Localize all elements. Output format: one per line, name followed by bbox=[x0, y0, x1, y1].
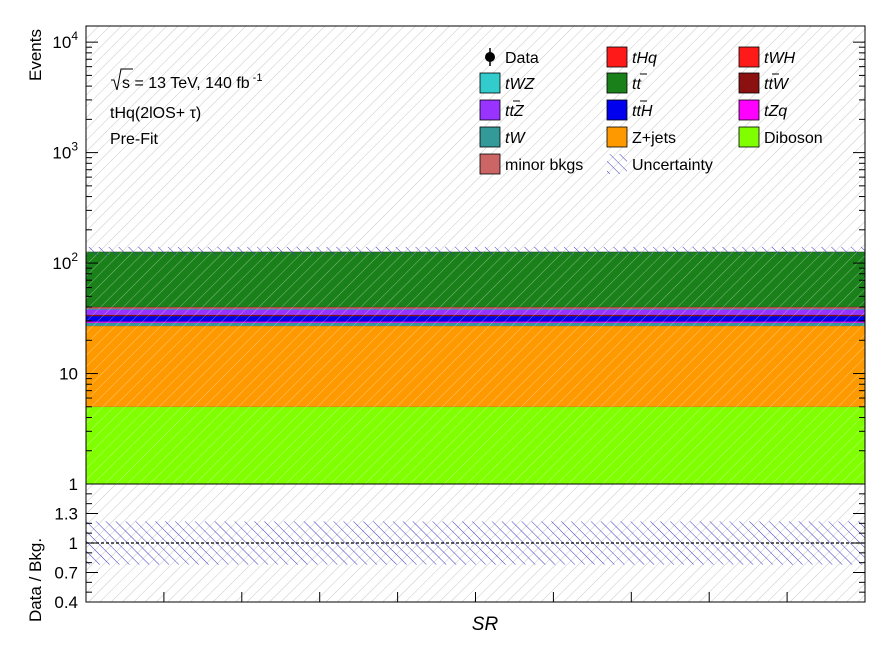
y-tick-label: 10 bbox=[59, 365, 78, 384]
legend-swatch bbox=[606, 72, 628, 94]
legend-entry-diboson: Diboson bbox=[738, 126, 823, 148]
legend-swatch bbox=[738, 72, 760, 94]
fit-stage-label: Pre-Fit bbox=[110, 131, 159, 148]
legend-swatch bbox=[606, 126, 628, 148]
legend-entry-thq: tHq bbox=[606, 46, 657, 68]
legend-entry-tt: tt bbox=[606, 72, 647, 94]
legend-entry-ttw: ttW bbox=[738, 72, 790, 94]
bar-hatch-tth bbox=[86, 316, 865, 322]
legend-swatch bbox=[479, 99, 501, 121]
y-tick-label: 104 bbox=[52, 29, 78, 52]
legend-swatch bbox=[738, 99, 760, 121]
legend-swatch bbox=[738, 126, 760, 148]
legend-label: Diboson bbox=[764, 130, 823, 147]
main-panel: 1 10 102 103 104 Events bbox=[26, 25, 866, 494]
legend-entry-uncertainty: Uncertainty bbox=[607, 154, 713, 174]
bar-hatch-minor-bkgs bbox=[86, 307, 865, 309]
legend-entry-data: Data bbox=[485, 48, 539, 67]
main-y-axis-label: Events bbox=[26, 29, 45, 81]
bar-hatch-tzq bbox=[86, 321, 865, 323]
legend: Data tHq tWH tWZ tt ttW ttZ ttH tZq tW Z+jets Dibos… bbox=[479, 46, 823, 175]
legend-label: Z+jets bbox=[632, 130, 676, 147]
legend-label: tW bbox=[505, 130, 526, 147]
ratio-tick-label: 1.3 bbox=[54, 505, 78, 524]
energy-symbol: s bbox=[122, 75, 130, 92]
channel-label: tHq(2lOS+ τ) bbox=[110, 105, 201, 122]
ratio-tick-label: 1 bbox=[69, 534, 78, 553]
legend-entry-tth: ttH bbox=[606, 99, 653, 121]
ratio-uncertainty-band bbox=[86, 521, 865, 565]
legend-swatch bbox=[606, 99, 628, 121]
legend-label: ttH bbox=[632, 103, 653, 120]
legend-entry-z-jets: Z+jets bbox=[606, 126, 676, 148]
legend-swatch bbox=[479, 153, 501, 175]
ratio-y-axis: 0.4 0.7 1 1.3 bbox=[54, 483, 866, 612]
bar-hatch-tt bbox=[86, 251, 865, 307]
main-y-axis: 1 10 102 103 104 bbox=[52, 29, 865, 494]
legend-swatch bbox=[607, 154, 627, 174]
y-tick-label: 103 bbox=[52, 140, 78, 163]
bar-hatch-twz bbox=[86, 308, 865, 310]
ratio-tick-label: 0.4 bbox=[54, 593, 78, 612]
legend-swatch bbox=[479, 72, 501, 94]
x-axis-label: SR bbox=[472, 614, 499, 635]
y-tick-label: 1 bbox=[69, 475, 78, 494]
legend-label: ttZ bbox=[505, 103, 525, 120]
bar-hatch-diboson bbox=[86, 406, 865, 484]
legend-entry-tw: tW bbox=[479, 126, 526, 148]
stack-bars bbox=[86, 251, 865, 484]
svg-text:s = 13 TeV, 140 fb-1: s = 13 TeV, 140 fb -1 bbox=[122, 72, 262, 92]
legend-label: tWH bbox=[764, 50, 796, 67]
ratio-panel: 0.4 0.7 1 1.3 Data / Bkg. SR bbox=[26, 483, 866, 635]
ratio-tick-label: 0.7 bbox=[54, 564, 78, 583]
bar-hatch-z-jets bbox=[86, 325, 865, 407]
bar-hatch-ttz bbox=[86, 309, 865, 315]
legend-label: tWZ bbox=[505, 76, 536, 93]
legend-label: tt bbox=[632, 76, 641, 93]
energy-value: = 13 TeV, 140 fb bbox=[130, 75, 250, 92]
y-tick-label: 102 bbox=[52, 250, 78, 273]
bar-hatch-ttw bbox=[86, 314, 865, 317]
legend-entry-minor-bkgs: minor bkgs bbox=[479, 153, 583, 175]
plot-annotations: s = 13 TeV, 140 fb -1 tHq(2lOS+ τ) Pre-Fi… bbox=[110, 68, 262, 148]
legend-label: tHq bbox=[632, 50, 657, 67]
main-uncertainty-hatch bbox=[86, 246, 865, 256]
legend-entry-twh: tWH bbox=[738, 46, 796, 68]
bar-hatch-tw bbox=[86, 322, 865, 326]
legend-swatch bbox=[606, 46, 628, 68]
legend-entry-tzq: tZq bbox=[738, 99, 787, 121]
legend-label: ttW bbox=[764, 76, 790, 93]
main-uncertainty-band bbox=[86, 246, 865, 256]
legend-label: tZq bbox=[764, 103, 787, 120]
lumi-exponent: -1 bbox=[253, 72, 263, 84]
legend-label: minor bkgs bbox=[505, 157, 583, 174]
legend-entry-ttz: ttZ bbox=[479, 99, 525, 121]
energy-lumi-label: s = 13 TeV, 140 fb -1 bbox=[111, 68, 262, 92]
legend-entry-twz: tWZ bbox=[479, 72, 536, 94]
legend-swatch bbox=[738, 46, 760, 68]
ratio-y-axis-label: Data / Bkg. bbox=[26, 538, 45, 622]
legend-label: Data bbox=[505, 50, 539, 67]
legend-swatch bbox=[479, 126, 501, 148]
legend-label: Uncertainty bbox=[632, 157, 713, 174]
